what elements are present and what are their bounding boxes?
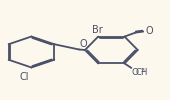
Text: O: O — [132, 68, 139, 77]
Text: Cl: Cl — [20, 72, 29, 82]
Text: Br: Br — [92, 25, 103, 35]
Text: O: O — [80, 39, 88, 49]
Text: O: O — [146, 26, 153, 36]
Text: 3: 3 — [141, 68, 145, 73]
Text: CH: CH — [136, 68, 148, 77]
